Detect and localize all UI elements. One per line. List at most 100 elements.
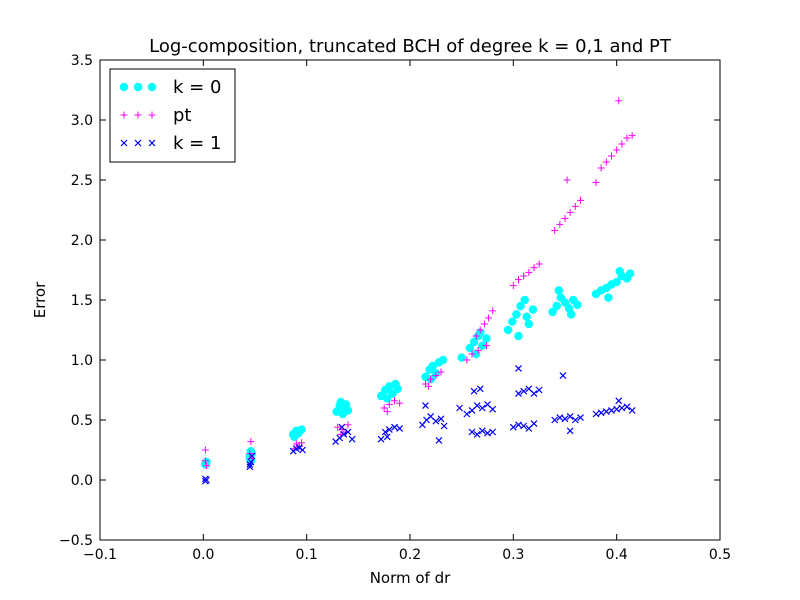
data-point (612, 277, 621, 287)
data-point (334, 423, 342, 431)
data-point (528, 305, 538, 314)
legend-marker (119, 82, 129, 92)
data-point (478, 404, 486, 412)
data-point (561, 214, 569, 222)
data-point (566, 427, 574, 435)
data-point (246, 460, 254, 468)
legend-entry: pt (120, 105, 191, 126)
data-point (563, 176, 571, 184)
data-point (383, 433, 391, 441)
data-point (201, 457, 209, 465)
data-point (623, 403, 631, 411)
data-point (551, 226, 559, 234)
data-point (396, 424, 404, 432)
data-point (482, 334, 491, 343)
y-axis: −0.5 0.0 0.5 1.0 1.5 2.0 2.5 3.0 3.5 (59, 53, 720, 549)
legend-label: k = 1 (173, 133, 221, 154)
data-point (552, 301, 561, 311)
series-2 (201, 364, 636, 485)
data-point (628, 132, 636, 140)
data-point (427, 375, 435, 383)
data-point (515, 421, 522, 429)
data-point (577, 414, 584, 422)
data-point (515, 390, 522, 398)
data-point (548, 307, 557, 317)
data-point (341, 400, 351, 409)
data-point (615, 97, 623, 105)
data-point (520, 272, 528, 280)
data-point (432, 372, 440, 380)
data-point (535, 386, 543, 394)
data-point (437, 368, 445, 376)
data-point (489, 405, 497, 413)
data-point (478, 427, 486, 435)
legend-marker (133, 82, 143, 92)
data-point (613, 146, 621, 154)
data-point (560, 298, 570, 307)
data-point (618, 140, 626, 148)
data-point (525, 268, 533, 276)
data-point (571, 202, 579, 210)
data-point (469, 337, 479, 347)
data-point (299, 446, 306, 454)
data-point (530, 420, 538, 428)
data-point (463, 356, 471, 364)
data-point (573, 300, 582, 310)
data-point (524, 319, 534, 329)
data-point (338, 423, 346, 431)
data-point (509, 423, 517, 431)
legend-entry: k = 1 (120, 133, 221, 154)
data-point (422, 402, 429, 410)
data-point (476, 385, 484, 393)
data-point (396, 399, 404, 407)
data-point (613, 405, 621, 413)
legend-entry: k = 0 (119, 77, 221, 98)
data-point (482, 342, 490, 350)
data-point (489, 428, 497, 436)
data-point (515, 364, 522, 372)
x-tick-label: 0.2 (399, 547, 421, 563)
data-point (468, 350, 476, 358)
data-point (385, 400, 393, 408)
y-tick-label: 2.0 (71, 233, 93, 249)
data-point (566, 208, 574, 216)
y-tick-label: 2.5 (71, 173, 93, 189)
data-point (561, 415, 569, 423)
legend-marker (148, 111, 156, 119)
data-point (530, 390, 538, 398)
data-point (385, 426, 393, 434)
x-tick-label: 0.0 (192, 547, 214, 563)
data-point (604, 293, 613, 302)
chart-title: Log-composition, truncated BCH of degree… (149, 36, 672, 57)
data-point (503, 325, 513, 335)
data-point (380, 404, 388, 412)
data-point (435, 436, 443, 444)
data-point (597, 164, 605, 172)
y-tick-label: 3.5 (71, 53, 93, 69)
y-tick-label: −0.5 (59, 533, 93, 549)
data-point (463, 410, 471, 418)
legend-marker (120, 111, 128, 119)
data-point (512, 310, 521, 319)
data-point (559, 372, 567, 380)
legend-marker (134, 139, 142, 147)
data-point (535, 260, 543, 268)
data-point (556, 220, 564, 228)
data-point (577, 196, 584, 204)
data-point (202, 462, 210, 470)
data-point (470, 387, 478, 395)
data-point (489, 307, 497, 315)
data-point (625, 269, 635, 278)
data-point (393, 384, 402, 394)
data-point (440, 422, 448, 430)
x-tick-label: 0.3 (502, 547, 524, 563)
legend-label: pt (173, 105, 191, 126)
data-point (391, 397, 398, 405)
data-point (290, 432, 299, 442)
data-point (474, 346, 482, 354)
data-point (472, 332, 480, 340)
legend-marker (147, 82, 157, 92)
data-point (438, 355, 448, 365)
data-point (340, 430, 348, 438)
